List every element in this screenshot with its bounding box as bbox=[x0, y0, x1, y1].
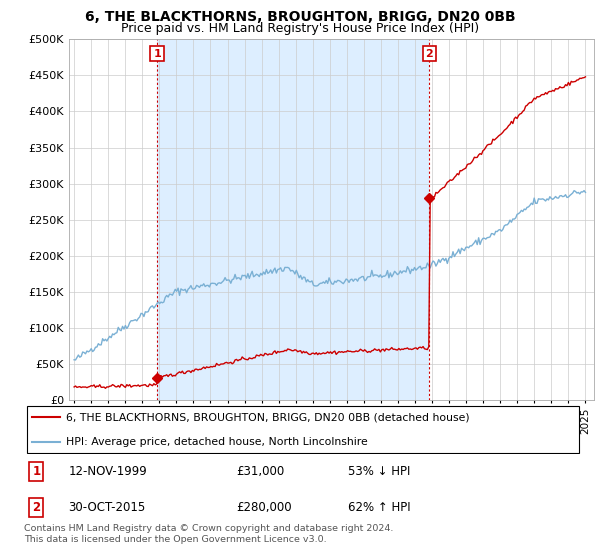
Text: 30-OCT-2015: 30-OCT-2015 bbox=[68, 501, 146, 514]
Text: £31,000: £31,000 bbox=[236, 465, 284, 478]
Text: £280,000: £280,000 bbox=[236, 501, 292, 514]
Text: Contains HM Land Registry data © Crown copyright and database right 2024.
This d: Contains HM Land Registry data © Crown c… bbox=[24, 524, 394, 544]
Text: HPI: Average price, detached house, North Lincolnshire: HPI: Average price, detached house, Nort… bbox=[66, 437, 368, 447]
Text: 1: 1 bbox=[32, 465, 40, 478]
Text: 62% ↑ HPI: 62% ↑ HPI bbox=[347, 501, 410, 514]
Bar bbox=[157, 39, 430, 400]
Text: 2: 2 bbox=[32, 501, 40, 514]
Text: Price paid vs. HM Land Registry's House Price Index (HPI): Price paid vs. HM Land Registry's House … bbox=[121, 22, 479, 35]
Text: 53% ↓ HPI: 53% ↓ HPI bbox=[347, 465, 410, 478]
Text: 1: 1 bbox=[153, 49, 161, 59]
Text: 6, THE BLACKTHORNS, BROUGHTON, BRIGG, DN20 0BB (detached house): 6, THE BLACKTHORNS, BROUGHTON, BRIGG, DN… bbox=[66, 412, 469, 422]
FancyBboxPatch shape bbox=[27, 407, 579, 452]
Text: 6, THE BLACKTHORNS, BROUGHTON, BRIGG, DN20 0BB: 6, THE BLACKTHORNS, BROUGHTON, BRIGG, DN… bbox=[85, 10, 515, 24]
Text: 2: 2 bbox=[425, 49, 433, 59]
Text: 12-NOV-1999: 12-NOV-1999 bbox=[68, 465, 148, 478]
